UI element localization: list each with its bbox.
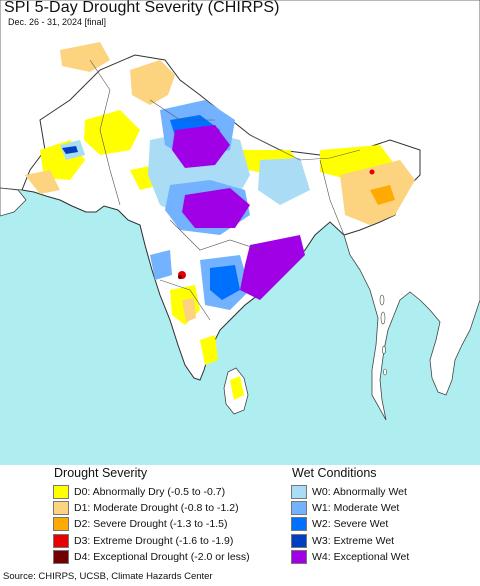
map-subtitle: Dec. 26 - 31, 2024 [final] — [8, 17, 107, 27]
drought-legend: Drought Severity D0: Abnormally Dry (-0.… — [50, 465, 290, 573]
wet-swatch-w0 — [291, 485, 307, 500]
wet-patches — [60, 100, 310, 310]
drought-legend-label: D1: Moderate Drought (-0.8 to -1.2) — [74, 502, 239, 515]
land-oman — [0, 187, 27, 217]
drought-legend-label: D4: Exceptional Drought (-2.0 or less) — [74, 550, 250, 563]
wet-legend-row: W0: Abnormally Wet — [288, 484, 478, 500]
drought-legend-row: D2: Severe Drought (-1.3 to -1.5) — [50, 516, 290, 532]
wet-legend-label: W4: Exceptional Wet — [312, 550, 410, 563]
wet-legend-row: W3: Extreme Wet — [288, 533, 478, 549]
wet-swatch-w1 — [291, 501, 307, 516]
wet-legend-row: W4: Exceptional Wet — [288, 549, 478, 565]
wet-swatch-w4 — [291, 549, 307, 564]
wet-legend-row: W2: Severe Wet — [288, 516, 478, 532]
source-credit: Source: CHIRPS, UCSB, Climate Hazards Ce… — [3, 571, 213, 582]
map-title: SPI 5-Day Drought Severity (CHIRPS) — [4, 0, 280, 16]
drought-legend-row: D1: Moderate Drought (-0.8 to -1.2) — [50, 500, 290, 516]
borders — [89, 59, 361, 321]
andaman-islands — [379, 294, 387, 376]
drought-legend-label: D3: Extreme Drought (-1.6 to -1.9) — [74, 534, 234, 547]
wet-legend-row: W1: Moderate Wet — [288, 500, 478, 516]
wet-swatch-w2 — [291, 517, 307, 532]
drought-legend-label: D2: Severe Drought (-1.3 to -1.5) — [74, 518, 228, 531]
wet-legend: Wet Conditions W0: Abnormally Wet W1: Mod… — [288, 465, 478, 573]
wet-legend-label: W2: Severe Wet — [312, 518, 389, 531]
drought-swatch-d3 — [53, 533, 69, 548]
drought-swatch-d2 — [53, 517, 69, 532]
drought-swatch-d1 — [53, 501, 69, 516]
map-area: SPI 5-Day Drought Severity (CHIRPS) Dec.… — [0, 0, 480, 465]
wet-legend-label: W1: Moderate Wet — [312, 502, 400, 515]
drought-legend-label: D0: Abnormally Dry (-0.5 to -0.7) — [74, 486, 226, 499]
drought-legend-row: D0: Abnormally Dry (-0.5 to -0.7) — [50, 484, 290, 500]
map-svg — [0, 0, 480, 465]
drought-legend-row: D3: Extreme Drought (-1.6 to -1.9) — [50, 533, 290, 549]
wet-legend-heading: Wet Conditions — [292, 466, 377, 480]
wet-legend-label: W3: Extreme Wet — [312, 534, 395, 547]
drought-legend-row: D4: Exceptional Drought (-2.0 or less) — [50, 549, 290, 565]
drought-legend-heading: Drought Severity — [54, 466, 148, 480]
drought-swatch-d0 — [53, 485, 69, 500]
wet-legend-label: W0: Abnormally Wet — [312, 486, 407, 499]
drought-swatch-d4 — [53, 549, 69, 564]
wet-swatch-w3 — [291, 533, 307, 548]
